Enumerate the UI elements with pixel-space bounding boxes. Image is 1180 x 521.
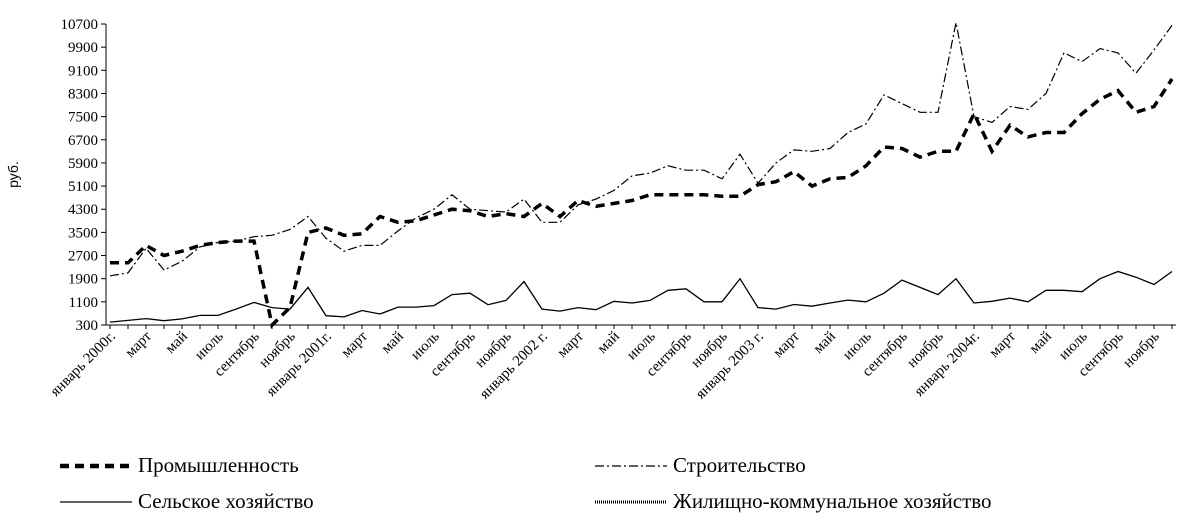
y-tick-label: 6700 — [68, 133, 98, 149]
x-tick-label: март — [770, 328, 803, 361]
y-tick-label: 1100 — [69, 295, 98, 311]
y-tick-label: 9900 — [68, 40, 98, 56]
y-tick-label: 5100 — [68, 179, 98, 195]
legend-label-1: Строительство — [673, 453, 806, 477]
series-lines — [109, 22, 1174, 329]
legend-label-3: Жилищно-коммунальное хозяйство — [673, 489, 992, 513]
legend-label-2: Сельское хозяйство — [138, 489, 314, 513]
x-tick-labels: январь 2000г. март май июльсентябрьноябрьян… — [48, 328, 1163, 402]
axes — [101, 23, 1176, 329]
x-tick-label: май — [162, 329, 190, 357]
y-tick-label: 9100 — [68, 63, 98, 79]
series-line-1 — [109, 22, 1173, 277]
y-tick-label: 5900 — [68, 156, 98, 172]
y-tick-label: 300 — [76, 318, 99, 334]
y-axis-label: руб. — [5, 161, 21, 188]
x-tick-label: январь 2000г. — [48, 329, 119, 400]
x-tick-label: март — [122, 328, 155, 361]
y-tick-label: 2700 — [68, 249, 98, 265]
x-tick-label: март — [338, 328, 371, 361]
x-tick-label: май — [810, 329, 838, 357]
y-tick-labels: 300 1100 1900 2700 3500 4300 5100 5900 6700 7500 8… — [61, 17, 99, 334]
y-tick-label: 1900 — [68, 272, 98, 288]
y-tick-label: 8300 — [68, 86, 98, 102]
y-tick-label: 7500 — [68, 110, 98, 126]
x-tick-label: март — [986, 328, 1019, 361]
legend-label-0: Промышленность — [138, 453, 299, 477]
x-tick-label: май — [1026, 329, 1054, 357]
y-tick-label: 4300 — [68, 202, 98, 218]
x-tick-label: май — [378, 329, 406, 357]
x-tick-label: март — [554, 328, 587, 361]
series-line-2 — [109, 270, 1173, 323]
x-tick-label: май — [594, 329, 622, 357]
series-line-0 — [110, 78, 1174, 329]
x-tick-label: ноябрь — [1120, 328, 1163, 371]
legend: Промышленность Строительство Сельское хозя… — [60, 453, 992, 513]
y-tick-label: 3500 — [68, 225, 98, 241]
y-tick-label: 10700 — [61, 17, 99, 33]
